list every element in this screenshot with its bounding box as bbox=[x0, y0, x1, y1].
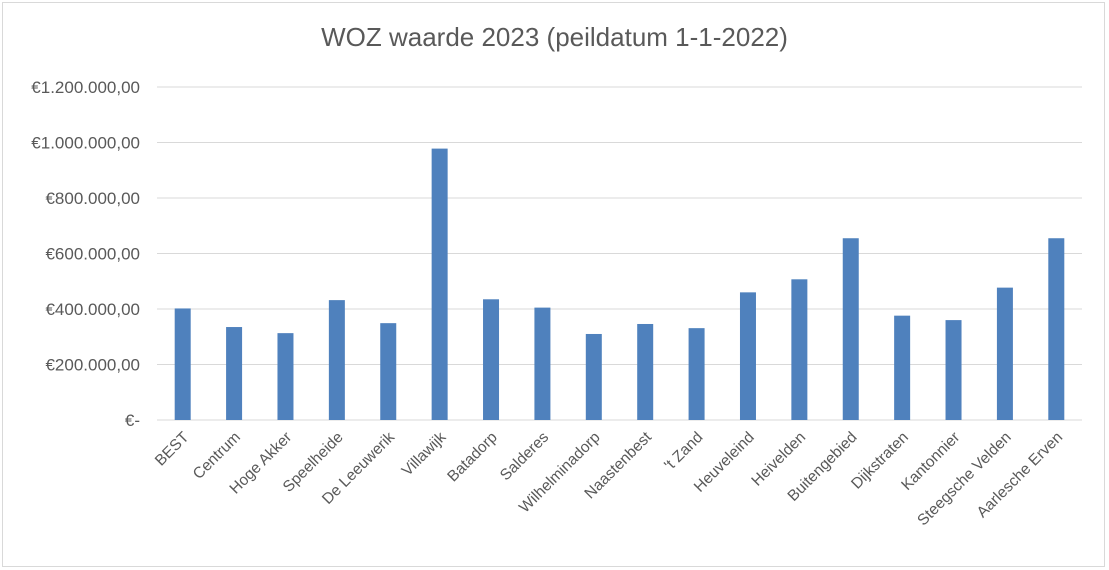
x-tick-label: Villawijk bbox=[399, 429, 450, 480]
y-axis-ticks: €- €200.000,00 €400.000,00 €600.000,00 €800.… bbox=[31, 78, 140, 430]
bar-aarlesche-erven bbox=[1048, 238, 1065, 420]
bar-dijkstraten bbox=[894, 315, 911, 420]
chart-title: WOZ waarde 2023 (peildatum 1-1-2022) bbox=[321, 22, 788, 52]
x-tick-label: Batadorp bbox=[444, 429, 501, 486]
bar-hoge-akker bbox=[277, 333, 294, 420]
y-tick-label: €600.000,00 bbox=[45, 245, 140, 264]
bar-batadorp bbox=[483, 299, 500, 420]
bar-t-zand bbox=[688, 328, 705, 420]
bar-buitengebied bbox=[842, 238, 859, 420]
gridlines bbox=[157, 86, 1082, 421]
bar-centrum bbox=[226, 327, 243, 420]
bar-naastenbest bbox=[637, 323, 654, 420]
x-tick-label: Centrum bbox=[190, 429, 244, 483]
bar-kantonnier bbox=[945, 320, 962, 420]
y-tick-label: €1.200.000,00 bbox=[31, 78, 140, 97]
bars bbox=[174, 148, 1065, 421]
bar-de-leeuwerik bbox=[380, 323, 397, 420]
bar-heivelden bbox=[791, 279, 808, 420]
x-tick-label: BEST bbox=[152, 428, 193, 469]
y-tick-label: €400.000,00 bbox=[45, 300, 140, 319]
bar-salderes bbox=[534, 307, 551, 420]
y-tick-label: €1.000.000,00 bbox=[31, 134, 140, 153]
bar-heuveleind bbox=[739, 292, 756, 420]
bar-wilhelminadorp bbox=[585, 333, 602, 420]
y-tick-label: €- bbox=[125, 411, 140, 430]
bar-steegsche-velden bbox=[996, 287, 1013, 420]
bar-speelheide bbox=[328, 300, 345, 420]
y-tick-label: €800.000,00 bbox=[45, 189, 140, 208]
bar-villawijk bbox=[431, 148, 448, 421]
x-tick-label: Steegsche Velden bbox=[914, 429, 1014, 529]
x-tick-label: 't Zand bbox=[661, 429, 706, 474]
bar-best bbox=[174, 308, 191, 420]
y-tick-label: €200.000,00 bbox=[45, 356, 140, 375]
